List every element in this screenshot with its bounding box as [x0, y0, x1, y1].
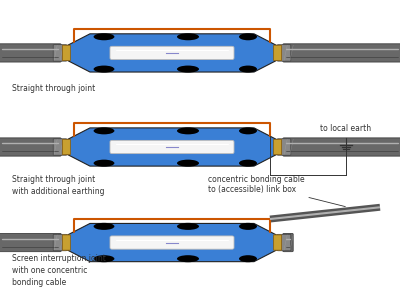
FancyBboxPatch shape [62, 45, 70, 61]
Ellipse shape [177, 127, 199, 134]
FancyBboxPatch shape [110, 141, 234, 154]
FancyBboxPatch shape [53, 234, 67, 251]
Ellipse shape [177, 33, 199, 40]
FancyBboxPatch shape [283, 44, 400, 62]
Ellipse shape [239, 255, 257, 262]
FancyBboxPatch shape [283, 138, 400, 156]
Ellipse shape [94, 255, 114, 262]
Text: Straight through joint
with additional earthing: Straight through joint with additional e… [12, 175, 104, 196]
Polygon shape [64, 34, 280, 72]
Ellipse shape [239, 66, 257, 73]
Ellipse shape [239, 223, 257, 230]
FancyBboxPatch shape [274, 139, 282, 155]
Ellipse shape [94, 127, 114, 134]
Ellipse shape [177, 66, 199, 73]
Ellipse shape [94, 33, 114, 40]
Polygon shape [64, 223, 280, 262]
FancyBboxPatch shape [53, 45, 67, 61]
FancyBboxPatch shape [283, 233, 293, 252]
Ellipse shape [94, 160, 114, 167]
FancyBboxPatch shape [277, 45, 291, 61]
FancyBboxPatch shape [0, 138, 61, 156]
Ellipse shape [94, 66, 114, 73]
Ellipse shape [177, 223, 199, 230]
Text: Straight through joint: Straight through joint [12, 83, 95, 93]
FancyBboxPatch shape [274, 235, 282, 250]
Text: concentric bonding cable
to (accessible) link box: concentric bonding cable to (accessible)… [208, 175, 345, 207]
FancyBboxPatch shape [62, 139, 70, 155]
FancyBboxPatch shape [277, 234, 291, 251]
Ellipse shape [177, 255, 199, 262]
FancyBboxPatch shape [62, 235, 70, 250]
FancyBboxPatch shape [53, 139, 67, 155]
FancyBboxPatch shape [277, 139, 291, 155]
Ellipse shape [239, 127, 257, 134]
FancyBboxPatch shape [0, 44, 61, 62]
Ellipse shape [94, 223, 114, 230]
Ellipse shape [177, 160, 199, 167]
FancyBboxPatch shape [0, 233, 61, 252]
Polygon shape [64, 128, 280, 166]
Ellipse shape [239, 160, 257, 167]
Text: Screen interruption joint
with one concentric
bonding cable: Screen interruption joint with one conce… [12, 254, 106, 287]
Text: to local earth: to local earth [320, 124, 371, 133]
FancyBboxPatch shape [110, 236, 234, 249]
FancyBboxPatch shape [274, 45, 282, 61]
Ellipse shape [239, 33, 257, 40]
FancyBboxPatch shape [110, 46, 234, 60]
